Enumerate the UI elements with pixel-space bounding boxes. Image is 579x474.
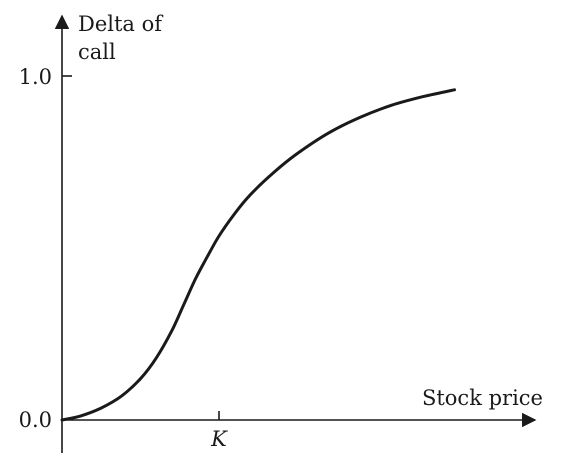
delta-curve bbox=[60, 88, 456, 422]
y-tick-label-0: 0.0 bbox=[19, 408, 52, 432]
x-tick-label-k: K bbox=[210, 427, 228, 451]
x-axis-label: Stock price bbox=[422, 386, 543, 410]
y-axis-label-line2: call bbox=[78, 40, 116, 64]
y-axis-label-line1: Delta of bbox=[78, 12, 164, 36]
y-tick-label-1: 1.0 bbox=[19, 65, 52, 89]
